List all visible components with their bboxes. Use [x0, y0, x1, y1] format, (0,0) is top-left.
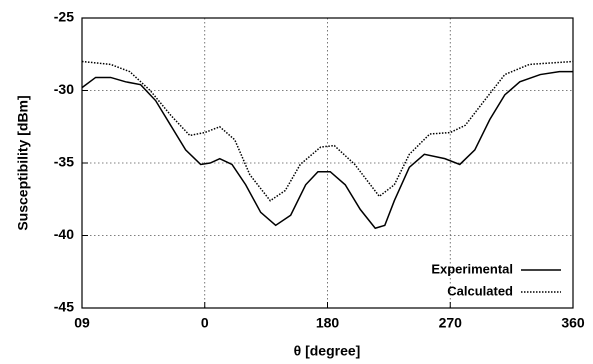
legend-label: Calculated: [447, 283, 513, 298]
y-tick-label: -35: [54, 154, 74, 170]
legend-label: Experimental: [431, 261, 513, 276]
x-tick-label: 09: [74, 315, 90, 331]
y-tick-label: -30: [54, 81, 74, 97]
x-tick-label: 360: [561, 315, 585, 331]
x-tick-label: 0: [201, 315, 209, 331]
y-axis-label: Susceptibility [dBm]: [15, 95, 31, 230]
data-line: [81, 60, 574, 202]
y-tick-label: -25: [54, 9, 74, 25]
x-axis-label: θ [degree]: [294, 343, 361, 359]
plot-frame: [81, 17, 574, 309]
y-tick-label: -40: [54, 226, 74, 242]
x-tick-label: 180: [316, 315, 340, 331]
y-tick-label: -45: [54, 299, 74, 315]
x-tick-label: 270: [439, 315, 463, 331]
data-line: [81, 70, 573, 230]
